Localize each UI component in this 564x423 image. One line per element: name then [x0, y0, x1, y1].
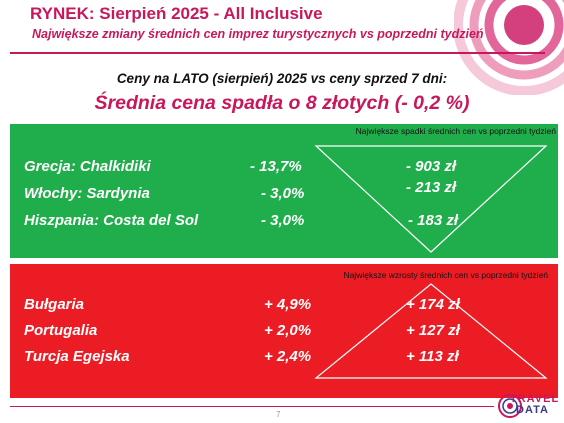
country-name: Hiszpania: Costa del Sol	[24, 212, 199, 229]
country-name: Portugalia	[24, 322, 98, 339]
increase-row: Portugalia + 2,0% + 127 zł	[10, 322, 558, 344]
percent-change: + 2,0%	[264, 322, 312, 339]
decrease-row: Grecja: Chalkidiki - 13,7% - 903 zł	[10, 158, 558, 180]
slide-title: RYNEK: Sierpień 2025 - All Inclusive	[30, 4, 323, 23]
percent-change: + 2,4%	[264, 348, 312, 365]
decreases-caption: Największe spadki średnich cen vs poprze…	[355, 126, 556, 136]
header-divider	[10, 52, 545, 54]
logo-swirl-icon	[498, 394, 522, 418]
up-triangle-shape	[314, 283, 548, 379]
decrease-row: Hiszpania: Costa del Sol - 3,0% - 183 zł	[10, 212, 558, 234]
price-change: - 183 zł	[408, 212, 459, 229]
decreases-panel: Największe spadki średnich cen vs poprze…	[10, 124, 558, 258]
footer-divider	[10, 406, 494, 407]
country-name: Bułgaria	[24, 296, 85, 313]
country-name: Włochy: Sardynia	[24, 185, 150, 202]
comparison-description: Ceny na LATO (sierpień) 2025 vs ceny spr…	[116, 71, 448, 86]
price-change: - 903 zł	[406, 158, 457, 175]
country-name: Turcja Egejska	[24, 348, 130, 365]
down-triangle-shape	[314, 145, 548, 253]
price-change: - 213 zł	[406, 179, 457, 196]
page-number: 7	[276, 410, 281, 419]
percent-change: - 13,7%	[250, 158, 302, 175]
country-name: Grecja: Chalkidiki	[24, 158, 151, 175]
logo-text-bottom: DATA	[516, 404, 549, 416]
percent-change: - 3,0%	[261, 212, 305, 229]
price-change: + 127 zł	[406, 322, 460, 339]
increases-caption: Największe wzrosty średnich cen vs poprz…	[343, 270, 548, 280]
average-price-headline: Średnia cena spadła o 8 złotych (- 0,2 %…	[94, 92, 470, 114]
percent-change: + 4,9%	[264, 296, 312, 313]
decorative-circles-graphic	[454, 0, 564, 95]
travel-data-logo: TRAVEL DATA	[497, 391, 561, 421]
price-change: + 174 zł	[406, 296, 460, 313]
increase-row: Bułgaria + 4,9% + 174 zł	[10, 296, 558, 318]
increase-row: Turcja Egejska + 2,4% + 113 zł	[10, 348, 558, 370]
logo-text-top: TRAVEL	[510, 393, 560, 405]
increases-panel: Największe wzrosty średnich cen vs poprz…	[10, 264, 558, 398]
decrease-row: Włochy: Sardynia - 3,0% - 213 zł	[10, 179, 558, 207]
percent-change: - 3,0%	[261, 185, 305, 202]
price-change: + 113 zł	[406, 348, 459, 365]
slide-subtitle: Największe zmiany średnich cen imprez tu…	[32, 27, 484, 41]
